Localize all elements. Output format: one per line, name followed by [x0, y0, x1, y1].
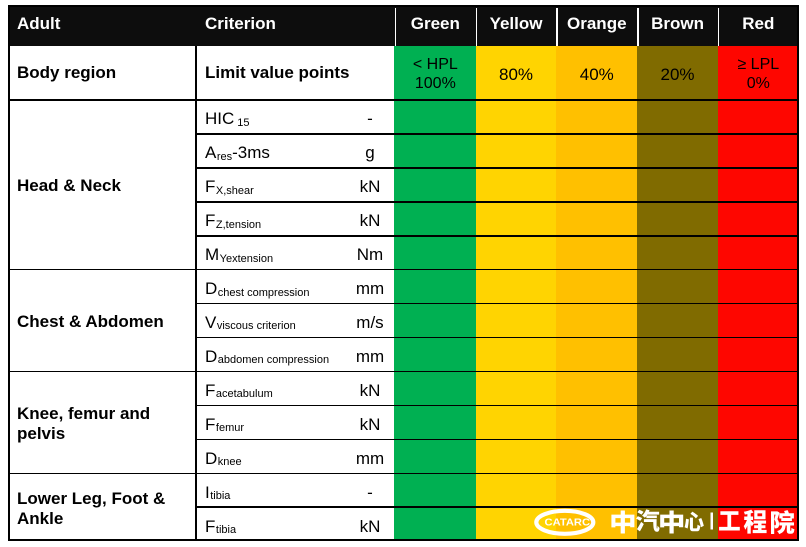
svg-text:CATARC: CATARC	[545, 517, 591, 528]
